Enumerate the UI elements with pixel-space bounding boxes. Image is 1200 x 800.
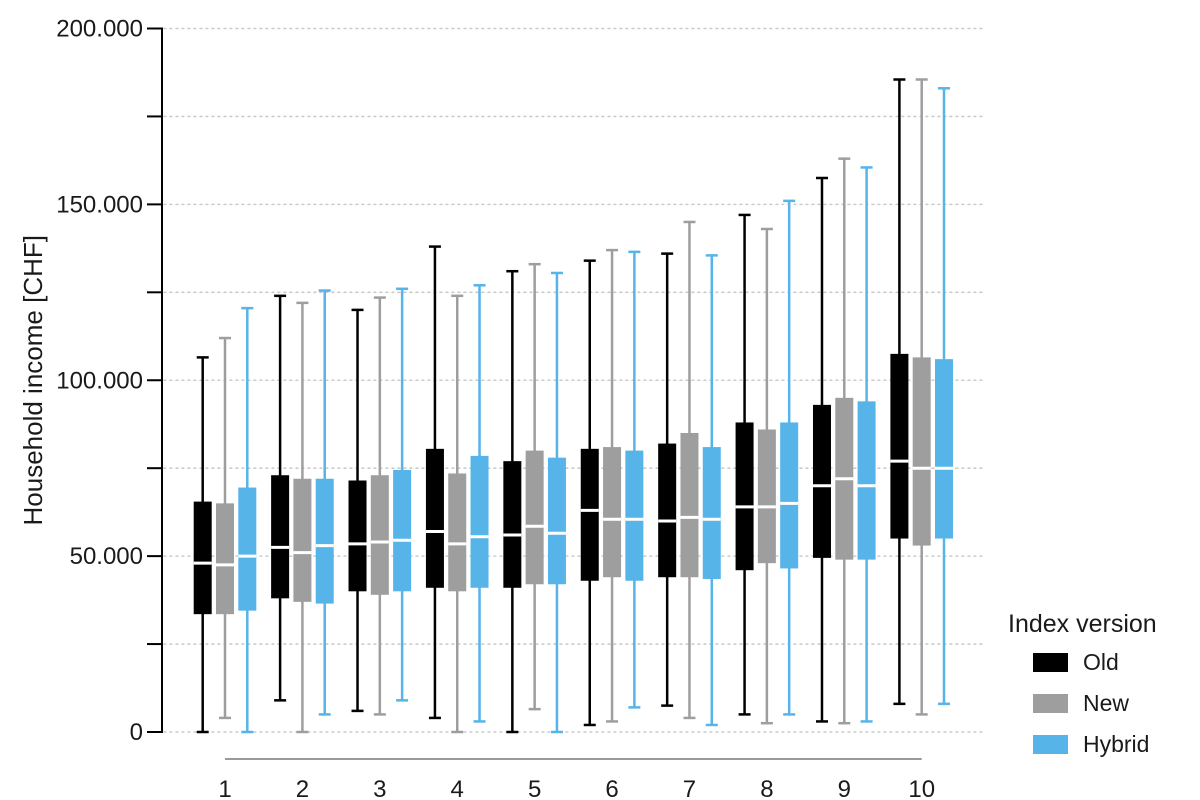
x-tick-label: 10 — [908, 776, 935, 800]
box-hybrid-2 — [315, 289, 334, 716]
x-tick-label: 2 — [296, 776, 309, 800]
box-old-9 — [812, 176, 831, 723]
box-old-7 — [658, 252, 677, 707]
x-tick-label: 4 — [451, 776, 464, 800]
legend: Index version Old New Hybrid — [1008, 610, 1157, 772]
box-old-8 — [735, 213, 754, 716]
legend-swatch-new-icon — [1033, 694, 1068, 713]
box-hybrid-6 — [625, 250, 644, 709]
x-tick-label: 1 — [218, 776, 231, 800]
y-tick-label: 200.000 — [56, 16, 143, 43]
box-hybrid-5 — [547, 271, 566, 734]
x-axis: 1 2 3 4 5 6 7 8 9 10 — [218, 758, 935, 800]
box-new-10 — [912, 78, 931, 716]
series-hybrid — [238, 87, 953, 734]
y-tick-label: 150.000 — [56, 191, 143, 218]
box-new-2 — [293, 301, 312, 734]
legend-label-old: Old — [1083, 649, 1119, 675]
box-hybrid-3 — [393, 287, 412, 702]
legend-title: Index version — [1008, 610, 1157, 638]
box-hybrid-10 — [935, 87, 953, 706]
y-axis: 0 50.000 100.000 150.000 200.000 — [56, 16, 163, 746]
box-new-3 — [370, 296, 389, 716]
x-tick-label: 7 — [683, 776, 696, 800]
x-tick-label: 3 — [373, 776, 386, 800]
legend-swatch-hybrid-icon — [1033, 735, 1068, 754]
box-hybrid-9 — [857, 166, 876, 723]
series-new — [216, 78, 931, 734]
box-new-7 — [680, 220, 699, 720]
legend-swatch-old-icon — [1033, 653, 1068, 672]
x-tick-label: 6 — [605, 776, 618, 800]
box-new-1 — [216, 336, 234, 720]
box-new-9 — [835, 157, 854, 725]
box-new-5 — [525, 262, 544, 711]
y-gridlines — [163, 27, 986, 733]
y-tick-label: 100.000 — [56, 367, 143, 394]
legend-item-hybrid: Hybrid — [1008, 731, 1157, 758]
box-hybrid-4 — [470, 284, 489, 723]
series-old — [193, 78, 909, 734]
box-old-4 — [425, 245, 444, 720]
legend-label-hybrid: Hybrid — [1083, 731, 1150, 757]
box-old-5 — [503, 269, 522, 734]
y-tick-label: 50.000 — [70, 543, 143, 570]
legend-item-new: New — [1008, 690, 1157, 717]
box-hybrid-8 — [780, 199, 799, 716]
y-tick-label: 0 — [130, 719, 143, 746]
box-old-6 — [580, 259, 599, 727]
box-hybrid-1 — [238, 306, 257, 734]
box-old-10 — [890, 78, 909, 706]
legend-item-old: Old — [1008, 649, 1157, 676]
box-old-2 — [271, 294, 290, 702]
box-new-6 — [603, 248, 622, 723]
x-tick-label: 9 — [838, 776, 851, 800]
box-old-1 — [193, 356, 212, 734]
x-tick-label: 8 — [760, 776, 773, 800]
legend-label-new: New — [1083, 690, 1130, 716]
y-axis-title: Household income [CHF] — [18, 235, 48, 525]
box-new-4 — [448, 294, 467, 734]
box-old-3 — [348, 308, 367, 713]
box-hybrid-7 — [702, 254, 721, 727]
box-new-8 — [757, 227, 776, 725]
x-tick-label: 5 — [528, 776, 541, 800]
